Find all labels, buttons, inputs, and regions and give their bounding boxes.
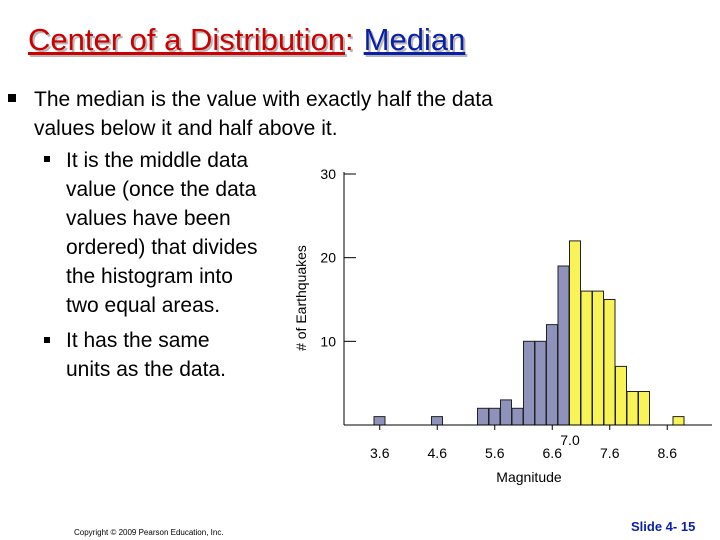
bullet-square-1 [8, 94, 16, 102]
histogram-bar [511, 407, 524, 426]
bullet-3-line-1: It has the same [66, 329, 210, 352]
bullet-2-line-1: It is the middle data [66, 149, 249, 172]
histogram-bar [672, 416, 685, 426]
x-ticks: 3.6 4.6 5.6 6.6 7.6 8.6 [370, 425, 677, 461]
histogram-bars [373, 240, 685, 426]
histogram-bar [580, 290, 593, 426]
histogram-bar [546, 324, 558, 426]
x-tick-label: 5.6 [485, 445, 505, 461]
y-tick-label: 10 [320, 333, 336, 349]
histogram-bar [638, 391, 650, 426]
x-tick-label: 8.6 [658, 445, 678, 461]
histogram-bar [615, 365, 627, 426]
bullet-2-line-4: ordered) that divides [66, 236, 258, 259]
bullet-square-2 [44, 156, 50, 162]
histogram-bar [603, 299, 616, 426]
title-highlight: Median [363, 22, 466, 57]
bullet-2-line-6: two equal areas. [66, 294, 221, 317]
bullet-3-line-2: units as the data. [66, 358, 226, 381]
y-axis-label: # of Earthquakes [293, 245, 309, 351]
slide-number: Slide 4- 15 [631, 519, 696, 534]
x-tick-label: 4.6 [428, 445, 448, 461]
title-separator: : [345, 22, 354, 57]
x-tick-label: 3.6 [370, 445, 390, 461]
bullet-2-line-3: values have been [66, 207, 231, 230]
histogram-bar [477, 407, 489, 426]
histogram-bar [592, 290, 604, 426]
bullet-square-3 [44, 337, 50, 343]
bullet-1-line-2: values below it and half above it. [34, 117, 338, 140]
y-tick-label: 30 [320, 166, 336, 182]
copyright-text: Copyright © 2009 Pearson Education, Inc. [74, 528, 224, 537]
histogram-bar [431, 416, 443, 426]
y-ticks: 10 20 30 [320, 166, 356, 349]
histogram-bar [557, 265, 570, 426]
title-main: Center of a Distribution [28, 22, 346, 57]
bullet-1-line-1: The median is the value with exactly hal… [34, 88, 493, 111]
slide-title: Center of a Distribution: Median [28, 22, 465, 58]
histogram-bar [488, 407, 501, 426]
histogram-bar [500, 399, 512, 426]
histogram-bar [373, 416, 386, 426]
median-label: 7.0 [560, 432, 580, 448]
x-tick-label: 7.6 [600, 445, 620, 461]
x-tick-label: 6.6 [543, 445, 563, 461]
histogram-bar [626, 391, 639, 426]
bullet-2-line-2: value (once the data [66, 178, 257, 201]
x-axis-label: Magnitude [496, 469, 562, 485]
histogram-bar [534, 340, 547, 426]
y-tick-label: 20 [320, 250, 336, 266]
histogram-bar [523, 340, 535, 426]
bullet-2-line-5: the histogram into [66, 265, 233, 288]
histogram-bar [569, 240, 581, 426]
